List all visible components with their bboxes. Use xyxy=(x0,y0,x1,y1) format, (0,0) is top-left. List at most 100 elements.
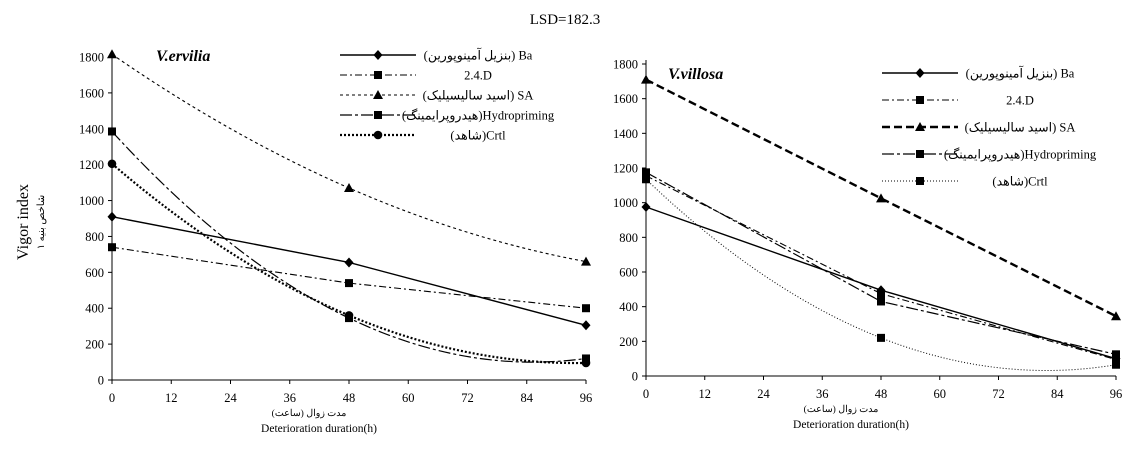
chart-0-x-tick-label: 0 xyxy=(109,391,115,405)
chart-1-x-tick-label: 12 xyxy=(699,387,712,401)
chart-0-legend-label: (شاهد)Crtl xyxy=(450,129,506,143)
chart-0-data-point xyxy=(345,279,353,288)
chart-1-data-point xyxy=(876,193,886,203)
chart-0-data-point xyxy=(581,320,591,331)
chart-1-x-tick-label: 24 xyxy=(757,387,770,401)
chart-1-y-tick-label: 0 xyxy=(632,370,638,384)
chart-0-series-1 xyxy=(108,243,590,313)
chart-0-y-tick-label: 1400 xyxy=(79,122,104,136)
chart-1-series-4 xyxy=(642,175,1120,371)
chart-0-legend-item: (بنزیل آمینوپورین) Ba xyxy=(340,47,533,64)
chart-0-data-point xyxy=(582,354,590,363)
chart-0-data-point xyxy=(107,159,117,169)
chart-v-villosa: 0 200 400 600 800 1000 1200 1400 1600 1800 0 12 24 36… xyxy=(613,58,1122,432)
chart-1-x-tick-label: 72 xyxy=(992,387,1005,401)
chart-0-data-point xyxy=(107,49,117,59)
chart-1-title: V.villosa xyxy=(668,66,723,83)
chart-0-data-point xyxy=(108,243,116,252)
chart-1-y-tick-label: 1600 xyxy=(613,92,638,106)
chart-1-y-tick-label: 1800 xyxy=(613,58,638,72)
chart-1-data-point xyxy=(877,333,885,342)
chart-1-data-point xyxy=(877,297,885,306)
chart-1-series-3 xyxy=(642,168,1120,359)
chart-0-legend-item: (اسید سالیسیلیک) SA xyxy=(340,89,533,103)
chart-0-legend-item: (شاهد)Crtl xyxy=(340,129,506,143)
chart-0-title: V.ervilia xyxy=(156,48,210,65)
chart-0-y-tick-label: 800 xyxy=(85,230,104,244)
chart-0-y-tick-label: 0 xyxy=(98,374,104,388)
chart-0-x-tick-label: 24 xyxy=(224,391,237,405)
chart-1-data-point xyxy=(1112,360,1120,369)
chart-0-y-tick-label: 400 xyxy=(85,302,104,316)
chart-1-y-tick-label: 600 xyxy=(619,266,638,280)
chart-1-x-axis-title: Deterioration duration(h) xyxy=(793,419,909,431)
chart-0-x-tick-label: 36 xyxy=(284,391,297,405)
chart-1-data-point xyxy=(641,74,651,84)
chart-1-legend-label: (شاهد)Crtl xyxy=(992,175,1048,189)
chart-0-x-axis-title-fa: مدت زوال (ساعت) xyxy=(272,408,347,419)
chart-0-x-tick-label: 12 xyxy=(165,391,178,405)
chart-1-legend-marker xyxy=(916,177,924,185)
chart-1-legend-label: (هیدروپرایمینگ)Hydropriming xyxy=(944,147,1097,163)
chart-0-legend-label: (بنزیل آمینوپورین) Ba xyxy=(424,47,533,64)
chart-0-legend-marker xyxy=(373,90,383,99)
chart-0-data-point xyxy=(344,182,354,192)
lsd-header: LSD=182.3 xyxy=(530,12,601,28)
chart-0-legend-marker xyxy=(374,111,382,119)
chart-0-x-tick-label: 84 xyxy=(521,391,534,405)
chart-0-data-point xyxy=(581,358,591,368)
chart-0-data-point xyxy=(107,211,117,222)
chart-1-legend-label: (اسید سالیسیلیک) SA xyxy=(965,121,1076,135)
chart-0-series-0 xyxy=(107,211,591,331)
chart-1-legend-marker xyxy=(915,122,925,131)
chart-1-legend-marker xyxy=(916,150,924,158)
chart-1-legend-item: (شاهد)Crtl xyxy=(882,175,1048,189)
chart-0-y-tick-label: 200 xyxy=(85,338,104,352)
chart-1-data-point xyxy=(642,175,650,184)
chart-0-x-tick-label: 48 xyxy=(343,391,356,405)
chart-1-x-tick-label: 96 xyxy=(1110,387,1123,401)
chart-0-series-line xyxy=(111,162,587,365)
chart-0-y-tick-label: 1200 xyxy=(79,158,104,172)
chart-1-y-tick-label: 200 xyxy=(619,335,638,349)
chart-v-ervilia: 0 200 400 600 800 1000 1200 1400 1600 1800 0 12 24 36… xyxy=(79,47,592,436)
y-axis-title: Vigor index شاخص بنیه ۱ xyxy=(15,184,47,260)
chart-0-series-4 xyxy=(107,159,591,368)
chart-0-data-point xyxy=(582,304,590,313)
chart-1-legend-item: (هیدروپرایمینگ)Hydropriming xyxy=(882,147,1097,163)
chart-0-y-tick-label: 1600 xyxy=(79,86,104,100)
chart-1-x-tick-label: 36 xyxy=(816,387,829,401)
chart-1-legend-marker xyxy=(915,68,925,78)
chart-1-y-tick-label: 1200 xyxy=(613,162,638,176)
chart-1-series-2 xyxy=(641,74,1121,321)
y-axis-title-en: Vigor index xyxy=(15,184,32,260)
chart-0-legend-marker xyxy=(373,50,383,60)
y-axis-title-fa: شاخص بنیه ۱ xyxy=(36,195,47,249)
chart-0-legend-label: (هیدروپرایمینگ)Hydropriming xyxy=(402,108,555,124)
chart-0-y-tick-label: 600 xyxy=(85,266,104,280)
chart-0-series-3 xyxy=(108,127,590,363)
chart-0-x-axis-title: Deterioration duration(h) xyxy=(261,423,377,435)
chart-0-y-tick-label: 1800 xyxy=(79,51,104,65)
chart-0-data-point xyxy=(344,257,354,268)
chart-1-x-axis-title-fa: مدت زوال (ساعت) xyxy=(804,404,879,415)
chart-1-legend-label: (بنزیل آمینوپورین) Ba xyxy=(966,65,1075,82)
chart-1-x-tick-label: 0 xyxy=(643,387,649,401)
chart-0-data-point xyxy=(581,256,591,266)
chart-1-legend-item: (اسید سالیسیلیک) SA xyxy=(882,121,1075,135)
chart-1-legend-marker xyxy=(916,96,924,104)
chart-1-data-point xyxy=(642,168,650,177)
chart-1-x-tick-label: 84 xyxy=(1051,387,1064,401)
chart-1-legend-label: 2.4.D xyxy=(1006,94,1034,108)
chart-0-series-line xyxy=(111,246,587,309)
chart-1-data-point xyxy=(1112,355,1120,364)
chart-0-x-tick-label: 60 xyxy=(402,391,415,405)
chart-0-series-line xyxy=(111,131,587,363)
chart-1-y-tick-label: 1400 xyxy=(613,127,638,141)
chart-1-legend-item: 2.4.D xyxy=(882,94,1034,108)
chart-0-legend-label: 2.4.D xyxy=(464,69,492,83)
chart-1-y-tick-label: 400 xyxy=(619,300,638,314)
chart-0-y-tick-label: 1000 xyxy=(79,194,104,208)
chart-1-data-point xyxy=(877,289,885,298)
